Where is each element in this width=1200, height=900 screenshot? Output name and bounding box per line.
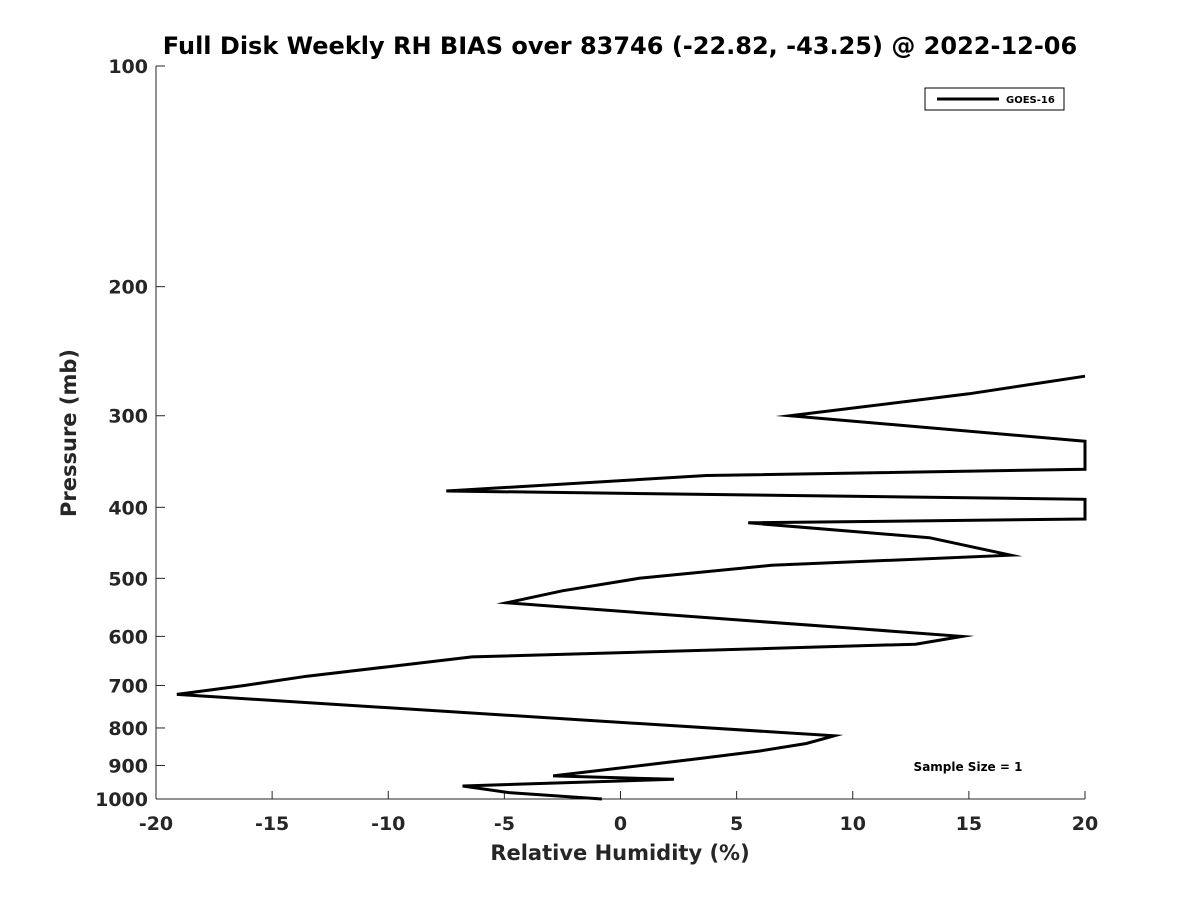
x-tick-label: 20 bbox=[1072, 813, 1098, 835]
sample-size-annotation: Sample Size = 1 bbox=[914, 760, 1023, 774]
y-tick-label: 500 bbox=[108, 568, 148, 590]
y-tick-label: 700 bbox=[108, 675, 148, 697]
y-tick-label: 400 bbox=[108, 497, 148, 519]
y-axis-label: Pressure (mb) bbox=[57, 349, 81, 517]
x-tick-label: 15 bbox=[956, 813, 982, 835]
x-axis-label: Relative Humidity (%) bbox=[490, 841, 749, 865]
y-tick-label: 200 bbox=[108, 277, 148, 299]
x-tick-label: -5 bbox=[494, 813, 515, 835]
y-tick-label: 100 bbox=[108, 56, 148, 78]
legend-entry-goes-16: GOES-16 bbox=[1006, 95, 1055, 106]
y-tick-label: 600 bbox=[108, 626, 148, 648]
x-tick-label: 0 bbox=[614, 813, 627, 835]
legend: GOES-16 bbox=[924, 87, 1065, 111]
y-tick-label: 800 bbox=[108, 718, 148, 740]
series-line-goes-16 bbox=[176, 374, 1087, 801]
y-ticks: 100 200 300 400 500 600 700 800 900 1000 bbox=[95, 56, 165, 811]
x-tick-label: -20 bbox=[139, 813, 173, 835]
x-tick-label: -15 bbox=[255, 813, 289, 835]
axes bbox=[155, 66, 1085, 800]
x-tick-label: -10 bbox=[371, 813, 405, 835]
y-tick-label: 300 bbox=[108, 406, 148, 428]
y-tick-label: 900 bbox=[108, 755, 148, 777]
x-tick-label: 5 bbox=[730, 813, 743, 835]
x-ticks: -20 -15 -10 -5 0 5 10 15 20 bbox=[139, 791, 1098, 835]
chart-title: Full Disk Weekly RH BIAS over 83746 (-22… bbox=[163, 32, 1077, 60]
x-tick-label: 10 bbox=[840, 813, 866, 835]
series-layer bbox=[176, 374, 1087, 801]
y-tick-label: 1000 bbox=[95, 789, 148, 811]
